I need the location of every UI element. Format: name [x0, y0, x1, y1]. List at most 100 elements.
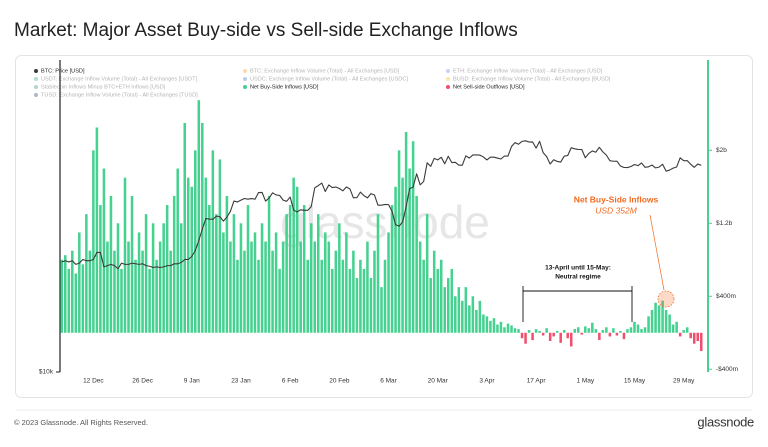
legend-label: Net Sell-side Outflows [USD]	[453, 84, 525, 90]
bar	[186, 177, 190, 333]
bar	[510, 325, 513, 333]
bar	[331, 268, 334, 333]
bar	[299, 241, 302, 333]
bar	[664, 309, 668, 333]
bar	[162, 223, 165, 333]
bar	[636, 324, 640, 333]
bar	[608, 332, 612, 337]
bar	[295, 186, 299, 333]
bar	[404, 132, 408, 333]
annotation-title: Net Buy-Side Inflows	[574, 194, 659, 204]
legend-marker	[34, 69, 38, 73]
bar	[158, 241, 162, 333]
bar	[647, 316, 650, 333]
bar	[88, 250, 92, 333]
bar	[267, 195, 271, 333]
legend-marker	[34, 85, 38, 89]
bar	[418, 241, 422, 333]
bar	[288, 205, 292, 333]
bar	[253, 232, 257, 333]
bar	[531, 332, 534, 341]
bar	[605, 327, 608, 333]
bar	[580, 332, 584, 335]
bar	[503, 327, 506, 333]
legend-marker	[446, 85, 450, 89]
bar	[127, 241, 130, 333]
bar	[657, 305, 661, 333]
legend-marker	[446, 77, 450, 81]
bar	[555, 330, 559, 333]
chart-frame	[15, 55, 753, 398]
bar	[682, 330, 685, 333]
bar	[468, 305, 471, 333]
bar	[482, 314, 485, 333]
y-tick-label: $10k	[39, 369, 54, 376]
y2-tick-label: $2b	[716, 147, 727, 154]
bar	[429, 278, 432, 333]
bar	[197, 100, 201, 333]
bar	[678, 332, 682, 337]
bar	[327, 241, 331, 333]
bar	[64, 255, 67, 333]
bar	[408, 168, 411, 333]
peak-highlight	[657, 290, 675, 308]
bar	[338, 223, 341, 333]
bar	[130, 195, 134, 333]
bar	[471, 296, 475, 333]
chart-title: Market: Major Asset Buy-side vs Sell-sid…	[14, 20, 518, 41]
bar	[425, 214, 429, 333]
bar	[169, 250, 172, 333]
bar	[668, 314, 671, 333]
bar	[179, 223, 183, 333]
bar	[475, 309, 478, 333]
bar	[341, 259, 345, 333]
legend-label: Net Buy-Side Inflows [USD]	[250, 84, 319, 90]
bar	[383, 259, 387, 333]
legend-marker	[34, 77, 38, 81]
bar	[685, 327, 689, 333]
annotation-value: USD 352M	[595, 205, 637, 215]
bar	[534, 329, 538, 333]
bar	[215, 214, 218, 333]
bar	[222, 232, 225, 333]
bar	[397, 150, 401, 333]
y2-tick-label: $400m	[716, 293, 736, 300]
legend-label: TUSD: Exchange Inflow Volume (Total) - A…	[41, 92, 198, 98]
bar	[359, 259, 362, 333]
bar	[432, 250, 436, 333]
bar	[450, 268, 454, 333]
bar	[626, 329, 629, 333]
legend-label: ETH: Exchange Inflow Volume (Total) - Al…	[453, 68, 603, 74]
x-tick-label: 17 Apr	[527, 378, 547, 385]
bar	[654, 302, 657, 333]
bar	[478, 300, 482, 333]
bar	[545, 328, 548, 333]
bar	[71, 250, 74, 333]
bar	[106, 241, 109, 333]
bar	[99, 205, 102, 333]
bar	[366, 241, 369, 333]
bar	[671, 324, 675, 333]
bar	[306, 259, 309, 333]
bar	[506, 323, 510, 333]
bar	[390, 205, 394, 333]
bar	[598, 332, 601, 341]
bar	[204, 177, 208, 333]
bar	[123, 177, 127, 333]
bar	[218, 159, 222, 333]
bar	[520, 332, 524, 339]
legend-marker	[34, 93, 38, 97]
x-tick-label: 20 Feb	[329, 378, 350, 385]
bar	[492, 318, 496, 333]
y2-tick-label: -$400m	[716, 366, 738, 373]
legend-marker	[243, 69, 247, 73]
bar	[394, 186, 397, 333]
bar	[699, 332, 703, 352]
bar	[324, 232, 327, 333]
bar	[148, 268, 151, 333]
x-tick-label: 23 Jan	[231, 378, 251, 385]
bar	[355, 278, 359, 333]
bar	[650, 309, 654, 333]
bar	[309, 223, 313, 333]
